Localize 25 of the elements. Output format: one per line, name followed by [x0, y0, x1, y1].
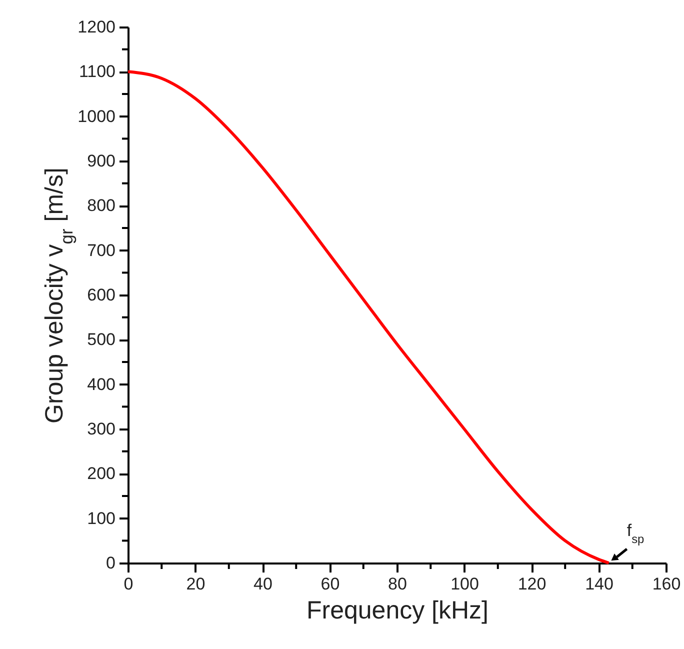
x-tick-label: 80	[388, 574, 407, 594]
annotation: f$_{sp}$	[626, 521, 645, 546]
x-tick-label: 0	[124, 574, 134, 594]
y-tick-label: 800	[87, 196, 116, 216]
y-tick-label: 100	[87, 508, 116, 528]
y-tick-label: 1200	[78, 18, 116, 36]
y-tick-label: 900	[87, 152, 116, 170]
y-tick-label: 1100	[78, 62, 116, 82]
x-tick-label: 40	[254, 574, 272, 594]
line-series	[126, 70, 610, 564]
x-tick-label: 100	[450, 574, 479, 594]
y-tick-label: 500	[87, 330, 116, 350]
x-tick-label: 160	[652, 574, 681, 594]
y-tick-label: 200	[87, 464, 116, 484]
y-tick-label: 400	[87, 374, 116, 394]
y-tick-label: 700	[87, 240, 116, 260]
y-tick-label: 1000	[78, 106, 116, 126]
x-tick-label: 140	[585, 574, 614, 594]
y-tick-label: 300	[87, 420, 116, 438]
x-tick-label: 20	[186, 574, 206, 594]
x-axis-title: Frequency [kHz]	[306, 596, 489, 624]
y-tick-label: 0	[106, 554, 116, 572]
y-tick-label: 600	[87, 286, 116, 304]
x-tick-label: 120	[518, 574, 546, 594]
x-tick-label: 60	[320, 574, 340, 594]
